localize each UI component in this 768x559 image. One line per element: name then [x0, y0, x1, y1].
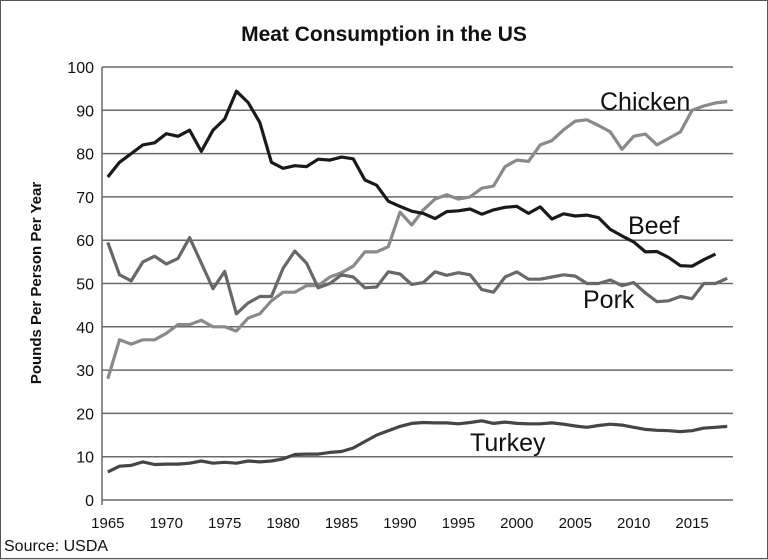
y-tick-label: 30	[76, 363, 94, 380]
x-tick-label: 2000	[500, 515, 533, 532]
series-line-beef	[106, 89, 717, 268]
series-line-chicken	[106, 100, 728, 380]
series-line-pork	[106, 236, 728, 316]
y-tick-label: 0	[85, 493, 94, 510]
x-tick-label: 1980	[266, 515, 299, 532]
y-tick-label: 80	[76, 147, 94, 164]
series-label-beef: Beef	[628, 212, 679, 240]
x-tick-label: 1990	[383, 515, 416, 532]
x-tick-label: 2015	[675, 515, 708, 532]
y-tick-label: 50	[76, 277, 94, 294]
y-tick-label: 90	[76, 103, 94, 120]
x-tick-label: 1985	[325, 515, 358, 532]
y-tick-label: 100	[67, 60, 94, 77]
x-tick-label: 1995	[442, 515, 475, 532]
y-tick-label: 20	[76, 406, 94, 423]
series-label-turkey: Turkey	[470, 429, 546, 457]
y-tick-label: 70	[76, 190, 94, 207]
y-tick-label: 10	[76, 450, 94, 467]
x-tick-label: 2010	[617, 515, 650, 532]
chart-title: Meat Consumption in the US	[241, 23, 527, 46]
source-note: Source: USDA	[4, 538, 108, 555]
series-label-chicken: Chicken	[600, 88, 690, 116]
y-tick-label: 40	[76, 320, 94, 337]
x-tick-label: 2005	[559, 515, 592, 532]
y-axis-label: Pounds Per Person Per Year	[28, 182, 45, 384]
series-label-pork: Pork	[583, 286, 635, 314]
x-tick-label: 1965	[91, 515, 124, 532]
series-line-turkey	[107, 419, 728, 474]
x-tick-label: 1970	[150, 515, 183, 532]
x-tick-label: 1975	[208, 515, 241, 532]
y-tick-label: 60	[76, 233, 94, 250]
